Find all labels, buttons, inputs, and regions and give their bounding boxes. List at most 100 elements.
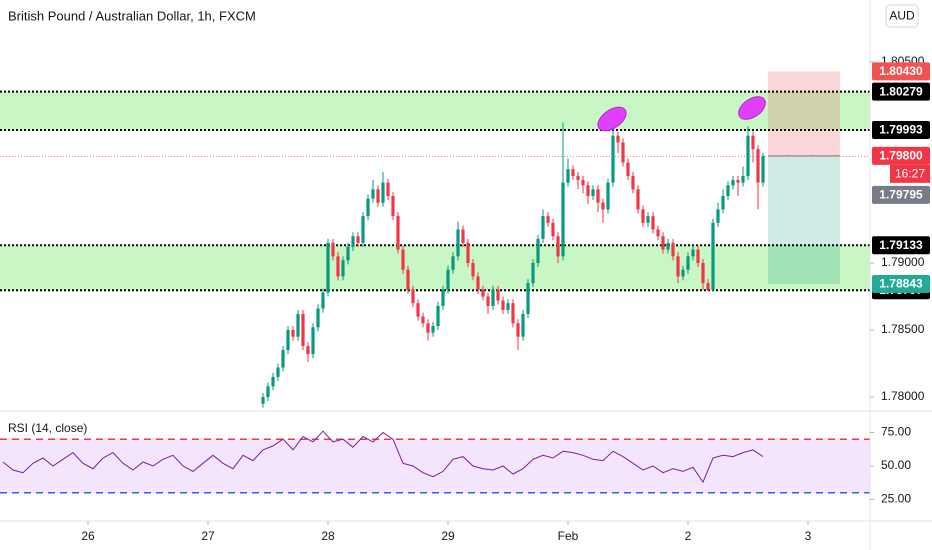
- price-badge: [872, 62, 930, 81]
- target-box: [768, 155, 840, 285]
- candle-body: [731, 179, 735, 186]
- candle-body: [416, 303, 420, 317]
- candle-body: [576, 175, 580, 180]
- candle-body: [666, 242, 670, 250]
- candle-body: [526, 283, 530, 314]
- candle-body: [571, 169, 575, 176]
- y-tick-label: 1.78000: [881, 389, 925, 403]
- candle-body: [301, 313, 305, 347]
- candle-body: [366, 198, 370, 217]
- candle-body: [426, 323, 430, 333]
- candle-body: [696, 249, 700, 264]
- currency-button[interactable]: [885, 4, 919, 28]
- candle-body: [381, 182, 385, 203]
- candle-body: [361, 216, 365, 243]
- price-badge-label: 1.79795: [879, 187, 923, 201]
- candle-body: [756, 149, 760, 183]
- candle-body: [401, 249, 405, 270]
- x-tick-label: 27: [201, 529, 215, 543]
- candle-body: [341, 260, 345, 277]
- rsi-tick-label: 25.00: [881, 492, 911, 506]
- candle-body: [351, 236, 355, 247]
- candle-body: [386, 182, 390, 197]
- price-badge-label: 1.80279: [879, 84, 923, 98]
- candle-body: [646, 216, 650, 223]
- candle-body: [711, 222, 715, 290]
- price-badge: [872, 82, 930, 101]
- candle-body: [461, 229, 465, 243]
- candle-body: [486, 296, 490, 306]
- candle-body: [391, 196, 395, 217]
- rsi-pane: [0, 430, 870, 494]
- candle-body: [546, 216, 550, 223]
- currency-label[interactable]: AUD: [889, 9, 915, 23]
- candle-body: [491, 289, 495, 306]
- candle-body: [261, 397, 265, 404]
- candle-body: [611, 135, 615, 183]
- candle-body: [281, 350, 285, 368]
- candle-body: [631, 175, 635, 190]
- candle-body: [396, 216, 400, 250]
- candle-body: [686, 256, 690, 270]
- candle-body: [501, 300, 505, 310]
- candle-body: [296, 313, 300, 337]
- candle-body: [326, 242, 330, 293]
- price-badge: [872, 236, 930, 255]
- candle-body: [456, 229, 460, 257]
- candle-body: [446, 269, 450, 290]
- x-tick-label: 29: [441, 529, 455, 543]
- candle-body: [406, 269, 410, 290]
- candle-body: [706, 283, 710, 290]
- candle-body: [271, 376, 275, 387]
- candle-body: [566, 169, 570, 183]
- candle-body: [476, 276, 480, 290]
- x-tick-label: 26: [81, 529, 95, 543]
- candle-body: [371, 189, 375, 199]
- candle-body: [346, 246, 350, 261]
- price-pane: [0, 71, 870, 408]
- candle-body: [651, 216, 655, 230]
- candle-body: [586, 185, 590, 197]
- candle-body: [421, 316, 425, 324]
- candle-body: [591, 189, 595, 197]
- x-tick-label: 28: [321, 529, 335, 543]
- candle-body: [536, 238, 540, 264]
- candle-body: [636, 189, 640, 210]
- candle-body: [551, 222, 555, 237]
- x-tick-label: Feb: [558, 529, 579, 543]
- candle-body: [356, 236, 360, 243]
- candle-body: [561, 182, 565, 257]
- candle-body: [316, 308, 320, 328]
- candle-body: [336, 256, 340, 277]
- price-badge: [872, 120, 930, 139]
- highlight-ellipse: [738, 96, 766, 120]
- price-badge-label: 1.79800: [879, 148, 923, 162]
- candle-body: [376, 189, 380, 203]
- candle-body: [721, 196, 725, 210]
- candle-body: [506, 303, 510, 310]
- candle-body: [286, 330, 290, 351]
- highlight-ellipse: [597, 106, 627, 132]
- candle-body: [531, 263, 535, 284]
- candle-body: [496, 289, 500, 301]
- candle-body: [541, 216, 545, 239]
- candle-body: [481, 289, 485, 297]
- zone: [0, 91, 870, 130]
- candle-body: [746, 135, 750, 176]
- price-badge-label: 1.79133: [879, 238, 923, 252]
- candle-body: [331, 242, 335, 257]
- price-badge: [872, 146, 930, 165]
- candle-body: [626, 162, 630, 176]
- countdown-badge: [890, 164, 930, 183]
- candle-body: [676, 256, 680, 277]
- candle-body: [276, 367, 280, 377]
- candle-body: [291, 330, 295, 337]
- candle-body: [716, 209, 720, 223]
- rsi-tick-label: 50.00: [881, 458, 911, 472]
- candle-body: [691, 249, 695, 257]
- candle-body: [621, 142, 625, 163]
- rsi-tick-label: 75.00: [881, 425, 911, 439]
- candle-body: [671, 242, 675, 257]
- candle-body: [466, 242, 470, 264]
